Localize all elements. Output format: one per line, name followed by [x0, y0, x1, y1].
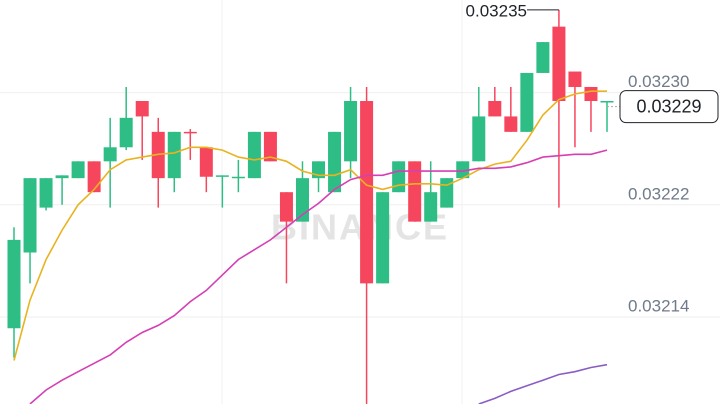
candle-body — [295, 178, 309, 222]
candle-body — [488, 101, 502, 117]
candle-body — [552, 26, 566, 101]
price-tag — [619, 90, 719, 124]
candle-body — [55, 175, 69, 179]
ma-line — [13, 90, 607, 361]
candle-body — [279, 192, 293, 222]
candle-body — [456, 161, 470, 179]
candle-body — [39, 178, 53, 208]
candle-body — [360, 101, 374, 284]
candle-body — [119, 117, 133, 148]
candle-body — [215, 175, 229, 177]
candle-body — [472, 116, 486, 162]
candle-body — [520, 72, 534, 132]
candle-body — [568, 71, 582, 87]
candle-body — [392, 161, 406, 193]
candle-body — [600, 101, 614, 103]
candle-body — [584, 86, 598, 101]
candle-body — [87, 161, 101, 193]
y-tick-label: 0.03214 — [628, 297, 689, 316]
candle-body — [199, 147, 213, 177]
candle-body — [408, 161, 422, 222]
candle-body — [183, 131, 197, 134]
candle-body — [7, 239, 21, 329]
y-tick-label: 0.03230 — [628, 72, 689, 91]
ma-line — [478, 363, 608, 404]
candle-body — [424, 192, 438, 222]
candle-body — [536, 42, 550, 73]
candle-body — [135, 101, 149, 117]
max-price-label: 0.03235 — [466, 1, 527, 20]
candle-body — [103, 147, 117, 162]
candle-body — [328, 131, 342, 193]
candle-body — [23, 178, 37, 253]
candle-body — [376, 192, 390, 284]
ma-line — [29, 149, 608, 404]
candle-body — [231, 176, 245, 179]
candle-body — [504, 116, 518, 132]
candle-body — [263, 131, 277, 162]
y-tick-label: 0.03222 — [628, 184, 689, 203]
candle-body — [71, 161, 85, 179]
price-tag-label: 0.03229 — [636, 96, 701, 116]
candle-body — [247, 131, 261, 179]
candle-body — [344, 101, 358, 162]
candle-body — [167, 131, 181, 179]
